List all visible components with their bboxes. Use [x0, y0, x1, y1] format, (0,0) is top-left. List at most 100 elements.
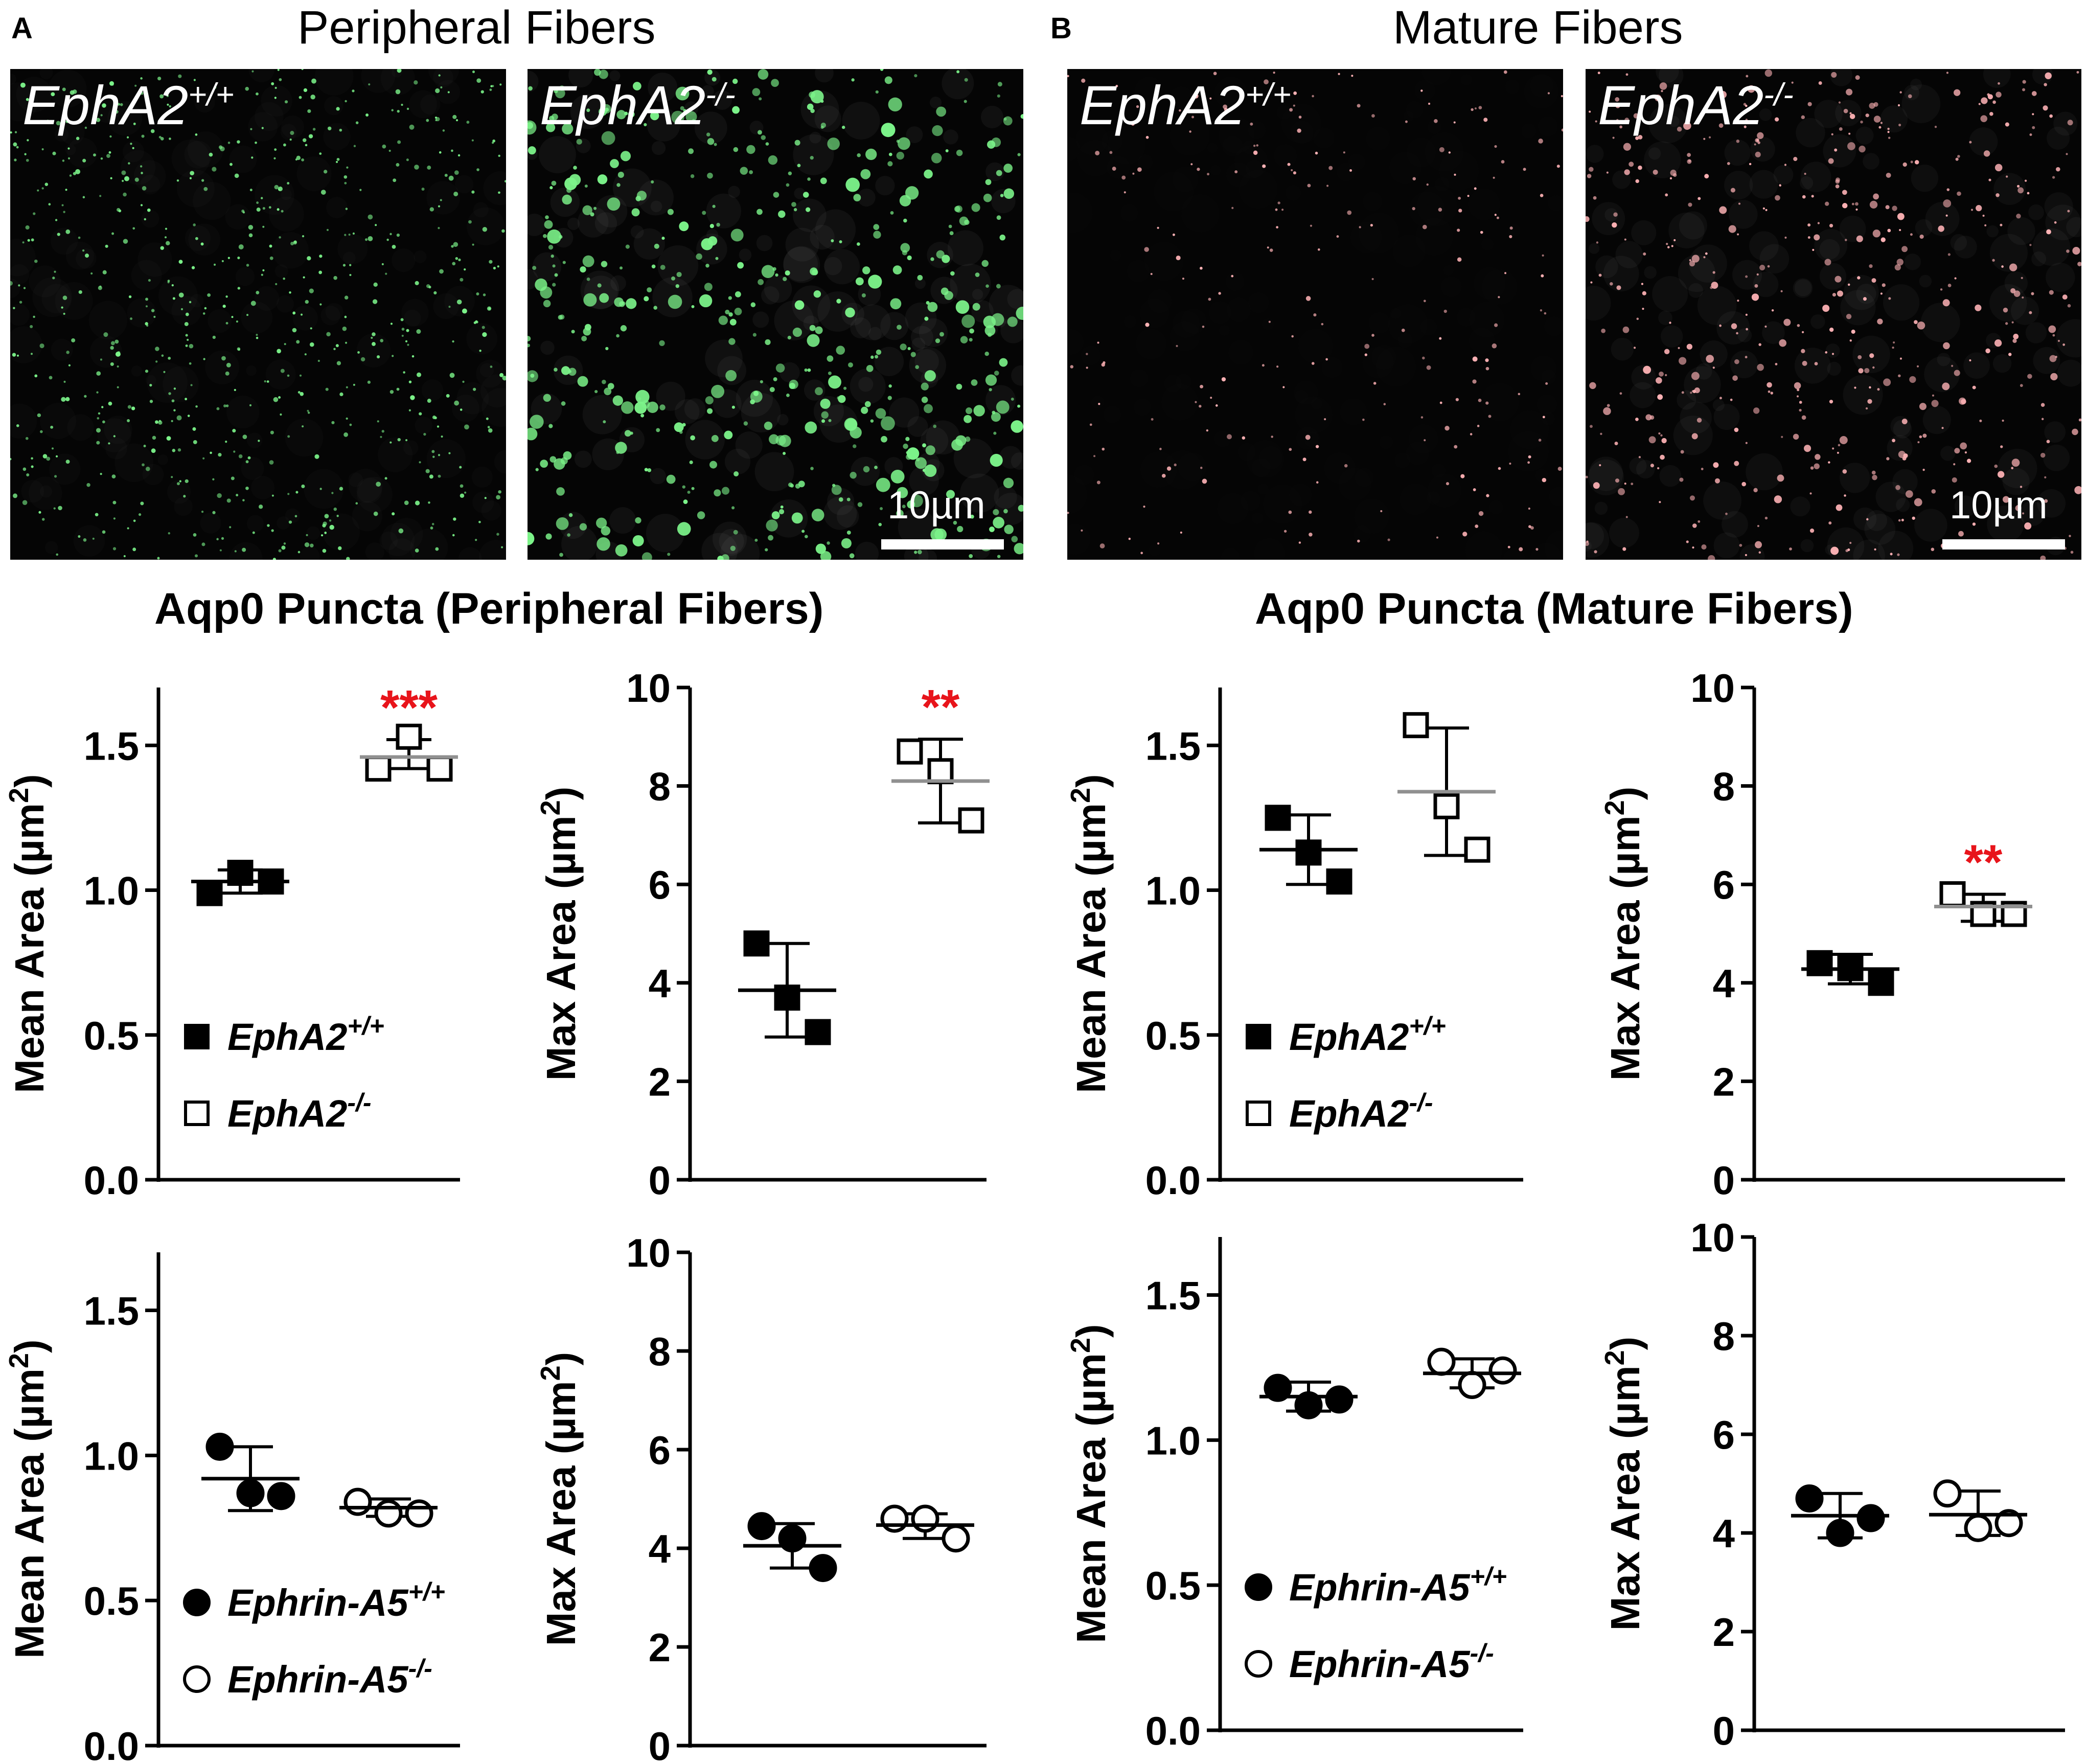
- background-haze: [720, 534, 760, 560]
- punctum: [1488, 415, 1492, 418]
- punctum: [2067, 304, 2071, 308]
- punctum: [1640, 110, 1643, 113]
- punctum: [728, 338, 736, 345]
- punctum: [280, 369, 285, 373]
- background-haze: [1668, 116, 1680, 127]
- legend-marker: [1246, 1024, 1271, 1049]
- punctum: [302, 235, 305, 238]
- punctum: [1600, 432, 1602, 436]
- punctum: [1802, 195, 1806, 199]
- punctum: [1460, 474, 1465, 478]
- punctum: [597, 537, 610, 551]
- punctum: [1081, 529, 1083, 532]
- punctum: [1734, 359, 1739, 364]
- punctum: [57, 233, 60, 236]
- punctum: [921, 396, 928, 403]
- punctum: [666, 474, 676, 484]
- background-haze: [836, 505, 859, 528]
- punctum: [283, 143, 286, 147]
- punctum: [1311, 362, 1315, 365]
- punctum: [1434, 119, 1438, 123]
- punctum: [1458, 209, 1462, 213]
- punctum: [1708, 136, 1711, 139]
- punctum: [117, 103, 120, 106]
- punctum: [201, 179, 204, 182]
- punctum: [1453, 121, 1456, 124]
- punctum: [1412, 177, 1416, 180]
- background-haze: [532, 252, 562, 281]
- punctum: [168, 532, 171, 535]
- punctum: [247, 456, 251, 460]
- background-haze: [785, 227, 819, 262]
- punctum: [212, 335, 216, 339]
- punctum: [1934, 126, 1937, 128]
- punctum: [989, 388, 992, 392]
- y-tick-label: 4: [1713, 961, 1735, 1006]
- punctum: [464, 491, 467, 494]
- punctum: [1762, 207, 1765, 210]
- punctum: [1997, 471, 2005, 478]
- background-haze: [539, 136, 576, 174]
- punctum: [303, 88, 308, 93]
- punctum: [888, 97, 902, 112]
- punctum: [189, 362, 192, 365]
- punctum: [481, 326, 485, 329]
- punctum: [1898, 123, 1901, 127]
- y-axis-label: Max Area (µm2): [1599, 787, 1648, 1081]
- data-point: [1488, 1356, 1517, 1385]
- punctum: [138, 513, 142, 516]
- punctum: [1492, 343, 1497, 349]
- background-haze: [1604, 208, 1618, 222]
- punctum: [836, 346, 845, 355]
- punctum: [451, 245, 454, 248]
- punctum: [460, 408, 463, 411]
- punctum: [924, 370, 936, 382]
- punctum: [1976, 205, 1982, 212]
- punctum: [873, 224, 880, 230]
- punctum: [112, 500, 117, 505]
- punctum: [616, 334, 620, 338]
- background-haze: [1658, 310, 1672, 325]
- punctum: [54, 270, 56, 273]
- punctum: [1157, 226, 1159, 229]
- background-haze: [1011, 452, 1023, 470]
- punctum: [460, 278, 464, 282]
- punctum: [464, 424, 469, 430]
- punctum: [212, 511, 216, 514]
- punctum: [783, 277, 787, 281]
- punctum: [1438, 208, 1442, 212]
- punctum: [820, 177, 827, 185]
- punctum: [261, 127, 264, 129]
- punctum: [1428, 102, 1431, 105]
- punctum: [1426, 183, 1429, 186]
- punctum: [644, 296, 649, 302]
- punctum: [1902, 162, 1907, 167]
- punctum: [1371, 114, 1375, 118]
- punctum: [620, 325, 627, 332]
- punctum: [1789, 547, 1792, 551]
- punctum: [1666, 243, 1668, 245]
- punctum: [145, 467, 150, 471]
- punctum: [278, 549, 282, 553]
- punctum: [2020, 486, 2023, 488]
- punctum: [548, 424, 553, 428]
- background-haze: [2043, 444, 2070, 471]
- punctum: [1871, 278, 1876, 283]
- punctum: [687, 490, 691, 494]
- punctum: [56, 553, 59, 556]
- background-haze: [810, 224, 835, 250]
- punctum: [2070, 551, 2074, 554]
- punctum: [284, 343, 286, 346]
- background-haze: [706, 193, 741, 228]
- punctum: [1942, 382, 1950, 391]
- punctum: [716, 222, 720, 227]
- punctum: [987, 140, 996, 149]
- background-haze: [1819, 263, 1847, 290]
- punctum: [1899, 357, 1902, 360]
- punctum: [30, 353, 33, 355]
- punctum: [1673, 173, 1677, 177]
- punctum: [1898, 519, 1901, 522]
- background-haze: [1677, 390, 1696, 410]
- background-haze: [1904, 253, 1921, 270]
- punctum: [479, 349, 481, 352]
